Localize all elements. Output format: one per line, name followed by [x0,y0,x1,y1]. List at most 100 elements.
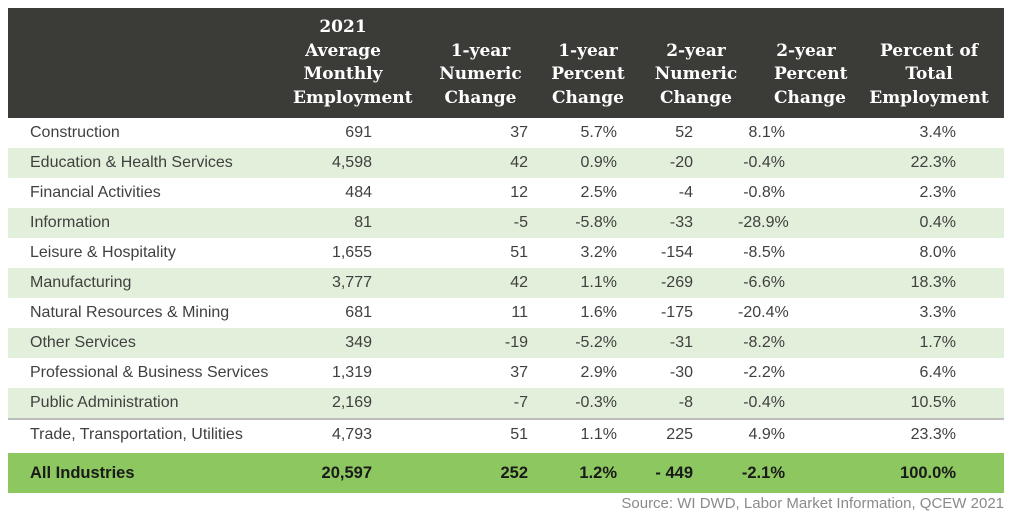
value-cell: 42 [393,268,538,298]
value-cell: -19 [393,328,538,358]
value-cell: -175 [660,304,693,321]
value-cell: 51 [510,426,528,443]
header-2yr-percent-change: 2-year Percent Change [738,8,847,118]
header-1yr-percent-change: 1-year Percent Change [538,8,638,118]
total-value-cell: 1.2% [538,450,638,493]
table-row-other-services: Other Services 349 -19 -5.2% -31 -8.2% 1… [8,328,1004,358]
value-cell: -28.9% [738,208,838,238]
table-row-leisure-hospitality: Leisure & Hospitality 1,655 51 3.2% -154… [8,238,1004,268]
value-cell: 1,655 [331,244,372,261]
value-cell: -0.4% [738,388,838,420]
header-1yr-numeric-change: 1-year Numeric Change [393,8,538,118]
industry-cell: Information [8,208,293,238]
value-cell: 1.7% [838,328,1004,358]
value-cell: 10.5% [838,388,1004,420]
value-cell: 42 [393,148,538,178]
value-cell: 4.9% [748,426,785,443]
value-cell: 18.3% [838,268,1004,298]
value-cell: -5 [393,208,538,238]
value-cell: 1.6% [580,304,617,321]
value-cell: 81 [293,208,393,238]
value-cell: 484 [345,184,372,201]
value-cell: 2,169 [293,388,393,420]
value-cell: 23.3% [910,426,956,443]
value-cell: 3,777 [293,268,393,298]
value-cell: -6.6% [738,268,838,298]
value-cell: 0.9% [538,148,638,178]
value-cell: 3.2% [580,244,617,261]
table-row-public-administration: Public Administration 2,169 -7 -0.3% -8 … [8,388,1004,420]
table-row-construction: Construction 691 37 5.7% 52 8.1% 3.4% [8,118,1004,148]
value-cell: -2.2% [743,364,785,381]
value-cell: -0.8% [743,184,785,201]
table-row-all-industries: All Industries 20,597 252 1.2% - 449 -2.… [8,450,1004,493]
value-cell: -30 [669,364,693,381]
value-cell: -33 [638,208,738,238]
value-cell: 51 [510,244,528,261]
source-note: Source: WI DWD, Labor Market Information… [621,495,1004,512]
table-row-professional-business: Professional & Business Services 1,319 3… [8,358,1004,388]
value-cell: -5.8% [538,208,638,238]
table-total: All Industries 20,597 252 1.2% - 449 -2.… [8,450,1004,493]
value-cell: 0.4% [838,208,1004,238]
value-cell: -20 [638,148,738,178]
value-cell: -8.5% [743,244,785,261]
value-cell: -0.3% [538,388,638,420]
value-cell: -4 [678,184,693,201]
total-value-cell: -2.1% [738,450,838,493]
industry-cell: Manufacturing [8,268,293,298]
value-cell: 2.5% [580,184,617,201]
table-header: 2021 Average Monthly Employment 1-year N… [8,8,1004,118]
value-cell: 4,793 [331,426,372,443]
industry-cell: Construction [30,124,120,141]
value-cell: 1.1% [538,268,638,298]
value-cell: 37 [510,364,528,381]
industry-cell: Professional & Business Services [30,364,269,381]
value-cell: 8.1% [748,124,785,141]
value-cell: -7 [393,388,538,420]
table-row-education-health: Education & Health Services 4,598 42 0.9… [8,148,1004,178]
table-row-manufacturing: Manufacturing 3,777 42 1.1% -269 -6.6% 1… [8,268,1004,298]
value-cell: 3.4% [919,124,956,141]
value-cell: 37 [510,124,528,141]
value-cell: -8 [638,388,738,420]
total-value-cell: 252 [393,450,538,493]
header-2yr-numeric-change: 2-year Numeric Change [638,8,738,118]
value-cell: 22.3% [838,148,1004,178]
value-cell: 225 [666,426,693,443]
header-row: 2021 Average Monthly Employment 1-year N… [8,8,1004,118]
industry-cell: Financial Activities [30,184,161,201]
value-cell: 4,598 [293,148,393,178]
table-row-natural-resources: Natural Resources & Mining 681 11 1.6% -… [8,298,1004,328]
value-cell: -8.2% [738,328,838,358]
table-row-trade-transportation: Trade, Transportation, Utilities 4,793 5… [8,419,1004,452]
value-cell: -20.4% [738,304,789,321]
value-cell: 349 [293,328,393,358]
value-cell: -154 [660,244,693,261]
header-percent-of-total: Percent of Total Employment [838,8,1004,118]
value-cell: 5.7% [580,124,617,141]
value-cell: 11 [511,304,528,321]
value-cell: -5.2% [538,328,638,358]
value-cell: 3.3% [919,304,956,321]
industry-cell: Public Administration [8,388,293,420]
total-value-cell: 20,597 [293,450,393,493]
total-value-cell: 100.0% [838,450,1004,493]
value-cell: 2.9% [580,364,617,381]
value-cell: -0.4% [738,148,838,178]
value-cell: -269 [638,268,738,298]
total-industry-cell: All Industries [8,450,293,493]
table-row-financial: Financial Activities 484 12 2.5% -4 -0.8… [8,178,1004,208]
value-cell: 52 [675,124,693,141]
value-cell: 8.0% [919,244,956,261]
table-body: Construction 691 37 5.7% 52 8.1% 3.4% Ed… [8,118,1004,452]
industry-cell: Trade, Transportation, Utilities [30,426,243,443]
industry-cell: Natural Resources & Mining [30,304,230,321]
employment-by-industry-table: 2021 Average Monthly Employment 1-year N… [8,8,1004,493]
value-cell: 1.1% [580,426,617,443]
value-cell: -31 [638,328,738,358]
value-cell: 12 [510,184,528,201]
value-cell: 691 [345,124,372,141]
total-value-cell: - 449 [638,450,738,493]
